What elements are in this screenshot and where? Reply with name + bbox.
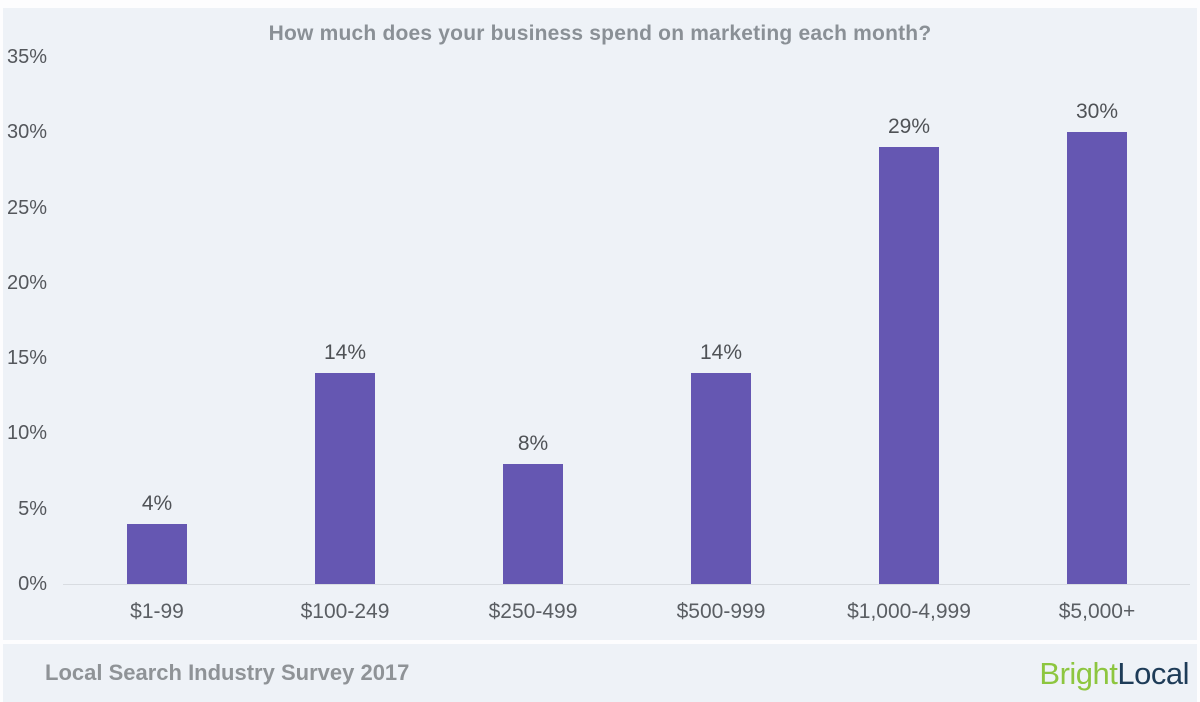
chart-plot-area: How much does your business spend on mar… (3, 8, 1197, 640)
bar-value-label: 14% (323, 341, 367, 364)
footer-bar: Local Search Industry Survey 2017 Bright… (3, 644, 1197, 702)
bar-value-label: 14% (699, 341, 743, 364)
brightlocal-logo: BrightLocal (1039, 644, 1189, 702)
bar (315, 373, 375, 584)
brand-logo-second-word: Local (1117, 656, 1189, 691)
bar-value-label: 4% (141, 492, 173, 515)
bar-value-label: 29% (887, 115, 931, 138)
brand-logo-first-word: Bright (1039, 656, 1118, 691)
y-tick-label: 5% (18, 497, 47, 520)
x-category-label: $1,000-4,999 (847, 600, 971, 623)
bar (879, 147, 939, 584)
y-tick-label: 20% (6, 271, 47, 294)
bar (691, 373, 751, 584)
bar (503, 464, 563, 584)
x-category-label: $5,000+ (1058, 600, 1136, 623)
y-tick-label: 35% (6, 45, 47, 68)
bar-value-label: 30% (1075, 100, 1119, 123)
source-caption: Local Search Industry Survey 2017 (45, 660, 410, 685)
y-tick-label: 30% (6, 121, 47, 144)
chart-title: How much does your business spend on mar… (268, 22, 932, 45)
y-tick-label: 0% (18, 573, 47, 595)
bar (127, 524, 187, 584)
x-category-label: $100-249 (300, 600, 390, 623)
x-category-label: $500-999 (676, 600, 766, 623)
x-category-label: $250-499 (488, 600, 578, 623)
y-tick-label: 10% (6, 422, 47, 445)
y-tick-label: 25% (6, 196, 47, 219)
bar-value-label: 8% (517, 432, 549, 455)
x-axis-line (63, 584, 1190, 585)
x-category-label: $1-99 (130, 600, 184, 623)
y-tick-label: 15% (6, 347, 47, 370)
bar (1067, 132, 1127, 584)
